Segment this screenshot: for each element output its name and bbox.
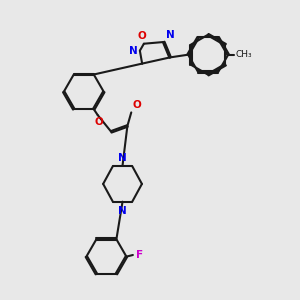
Text: N: N [128,46,137,56]
Text: CH₃: CH₃ [236,50,252,59]
Text: O: O [94,117,103,127]
Text: O: O [132,100,141,110]
Text: N: N [166,30,175,40]
Text: F: F [136,250,143,260]
Text: N: N [118,153,127,163]
Text: O: O [138,31,147,41]
Text: N: N [118,206,127,216]
